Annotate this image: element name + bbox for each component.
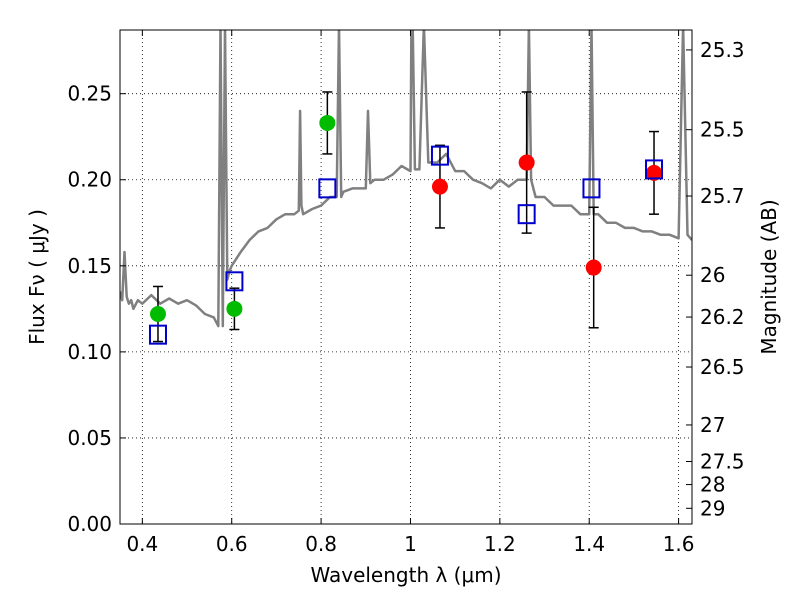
data-point bbox=[585, 259, 602, 276]
y-axis-label: Flux Fν ( μJy ) bbox=[25, 209, 49, 345]
y-axis-label-right: Magnitude (AB) bbox=[757, 199, 781, 354]
y-tick-label: 0.15 bbox=[67, 254, 112, 278]
y-tick-label: 0.25 bbox=[67, 82, 112, 106]
y-tick-label: 0.20 bbox=[67, 168, 112, 192]
data-point bbox=[646, 164, 663, 181]
mag-tick-label: 26 bbox=[700, 263, 725, 287]
data-point bbox=[319, 114, 336, 131]
mag-tick-label: 27 bbox=[700, 413, 725, 437]
model-point bbox=[430, 145, 449, 166]
mag-tick-label: 26.5 bbox=[700, 355, 745, 379]
mag-tick-label: 29 bbox=[700, 496, 725, 520]
y-tick-label: 0.00 bbox=[67, 512, 112, 536]
mag-tick-label: 28 bbox=[700, 473, 725, 497]
data-point bbox=[226, 300, 243, 317]
x-axis-label: Wavelength λ (μm) bbox=[310, 563, 501, 587]
x-tick-label: 0.8 bbox=[305, 532, 337, 556]
x-tick-label: 0.6 bbox=[216, 532, 248, 556]
mag-tick-label: 25.5 bbox=[700, 118, 745, 142]
x-tick-label: 1 bbox=[404, 532, 417, 556]
mag-tick-label: 26.2 bbox=[700, 305, 745, 329]
model-point bbox=[148, 324, 167, 345]
data-point bbox=[518, 154, 535, 171]
model-point bbox=[582, 178, 601, 199]
model-point bbox=[318, 178, 337, 199]
mag-tick-label: 27.5 bbox=[700, 450, 745, 474]
model-point bbox=[645, 159, 664, 180]
spectrum-layer bbox=[120, 30, 692, 328]
y-tick-label: 0.05 bbox=[67, 426, 112, 450]
spectrum-line bbox=[120, 30, 692, 328]
data-point bbox=[431, 178, 448, 195]
model-point bbox=[517, 204, 536, 225]
model-point bbox=[225, 271, 244, 292]
marker-layer bbox=[148, 91, 664, 345]
y-tick-label: 0.10 bbox=[67, 340, 112, 364]
x-tick-label: 1.2 bbox=[484, 532, 516, 556]
mag-tick-label: 25.7 bbox=[700, 184, 745, 208]
data-point bbox=[149, 306, 166, 323]
mag-tick-label: 25.3 bbox=[700, 38, 745, 62]
x-tick-label: 1.6 bbox=[663, 532, 695, 556]
tick-layer: 0.4 0.6 0.8 1 1.2 1.4 1.6 0.00 0.05 0.10 0.15 0.20 0… bbox=[67, 30, 745, 556]
x-tick-label: 0.4 bbox=[126, 532, 158, 556]
grid-lines bbox=[120, 30, 692, 524]
plot-frame bbox=[119, 29, 693, 525]
x-tick-label: 1.4 bbox=[573, 532, 605, 556]
